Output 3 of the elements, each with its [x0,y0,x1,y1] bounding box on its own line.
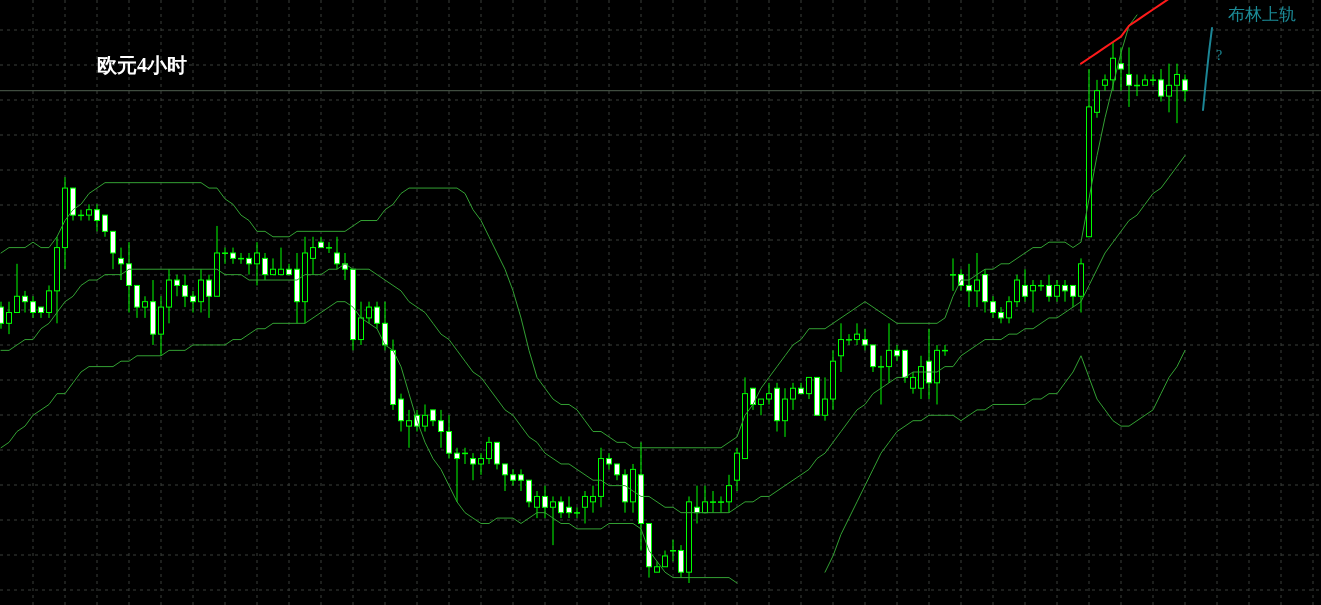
text: ? [1216,48,1223,63]
text: 布林上轨 [1228,5,1296,24]
text: 欧元4小时 [97,54,187,76]
